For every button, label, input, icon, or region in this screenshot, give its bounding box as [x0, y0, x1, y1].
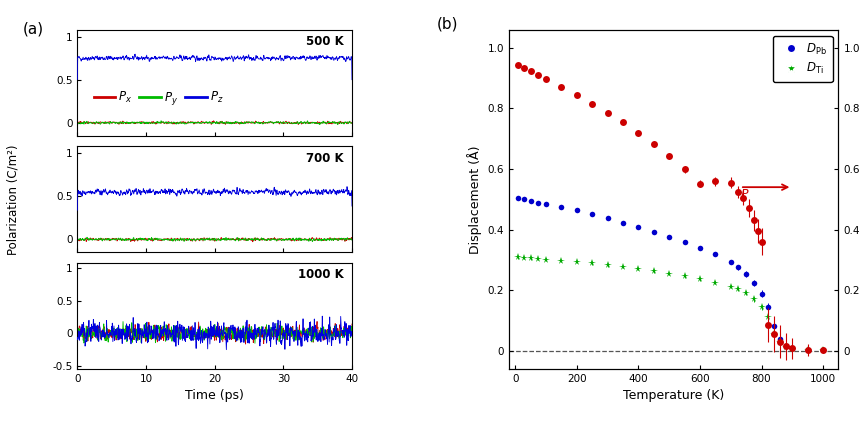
Y-axis label: Displacement (Å): Displacement (Å)	[467, 145, 482, 254]
Text: 500 K: 500 K	[306, 35, 344, 48]
Legend: $D_{\mathrm{Pb}}$, $D_{\mathrm{Ti}}$: $D_{\mathrm{Pb}}$, $D_{\mathrm{Ti}}$	[773, 36, 832, 82]
Text: 1000 K: 1000 K	[298, 268, 344, 281]
Text: Polarization (C/m²): Polarization (C/m²)	[6, 144, 20, 254]
Text: (b): (b)	[437, 16, 458, 31]
Text: (a): (a)	[22, 21, 44, 36]
Text: $P$: $P$	[740, 188, 749, 201]
X-axis label: Temperature (K): Temperature (K)	[624, 389, 724, 402]
Text: 700 K: 700 K	[306, 152, 344, 165]
X-axis label: Time (ps): Time (ps)	[185, 389, 244, 402]
Legend: $P_x$, $P_y$, $P_z$: $P_x$, $P_y$, $P_z$	[89, 85, 229, 112]
